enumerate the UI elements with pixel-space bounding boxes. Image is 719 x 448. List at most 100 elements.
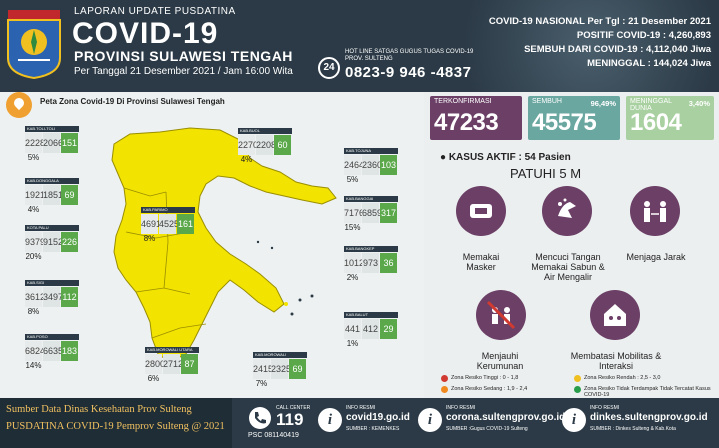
region-percentage: 15%: [344, 223, 361, 232]
region-percentage: 5%: [27, 153, 40, 162]
recovered-pct: 96,49%: [590, 99, 616, 108]
region-box: KAB.BUOL 2270 2208 60 4%: [238, 128, 292, 164]
region-box: KAB.BANGGAI 7176 6859 317 15%: [344, 196, 398, 232]
region-percentage: 14%: [25, 361, 42, 370]
header: [0, 0, 719, 92]
region-percentage: 8%: [143, 234, 156, 243]
region-box: KAB.MOROWALI 2415 2325 69 7%: [253, 352, 307, 388]
region-confirmed: 3612: [25, 287, 45, 307]
region-values: 4691 4525 161: [141, 214, 195, 234]
region-recovered: 4525: [159, 214, 179, 234]
active-cases: ● KASUS AKTIF : 54 Pasien: [440, 152, 571, 163]
region-confirmed: 441: [344, 319, 361, 339]
legend-none: Zona Resiko Tidak Terdampak Tidak Tercat…: [584, 386, 711, 398]
confirmed-label: TERKONFIRMASI: [434, 98, 492, 105]
death-value: 1604: [630, 109, 682, 136]
info3-url[interactable]: dinkes.sultengprov.go.id: [590, 412, 708, 423]
region-values: 2270 2208 60: [238, 135, 292, 155]
info3-source: SUMBER : Dinkes Sulteng & Kab.Kota: [590, 426, 676, 432]
info-icon: i: [562, 408, 586, 432]
info2-url[interactable]: corona.sultengprov.go.id: [446, 412, 566, 423]
active-cases-text: KASUS AKTIF : 54 Pasien: [448, 152, 571, 163]
info1-label: INFO RESMI: [346, 405, 376, 411]
region-confirmed: 2800: [145, 354, 165, 374]
region-confirmed: 9379: [25, 232, 45, 252]
sulawesi-tengah-map: [111, 127, 337, 363]
region-recovered: 412: [362, 319, 379, 339]
province-logo: [7, 10, 61, 80]
legend-high-dot: [441, 375, 448, 382]
region-deaths: 317: [380, 203, 397, 223]
national-deaths: MENINGGAL : 144,024 Jiwa: [587, 58, 711, 69]
region-confirmed: 1012: [344, 253, 364, 273]
map-province-shape: [111, 127, 337, 363]
legend-medium-dot: [441, 386, 448, 393]
region-recovered: 2066: [43, 133, 63, 153]
region-values: 7176 6859 317: [344, 203, 398, 223]
stats-panel: [424, 92, 719, 398]
info3-label: INFO RESMI: [590, 405, 620, 411]
region-box: KAB.SIGI 3612 3497 112 8%: [25, 280, 79, 316]
region-percentage: 7%: [255, 379, 268, 388]
protocol-distance-label: Menjaga Jarak: [626, 252, 686, 262]
region-percentage: 6%: [147, 374, 160, 383]
region-percentage: 1%: [346, 339, 359, 348]
report-label: LAPORAN UPDATE PUSDATINA: [74, 6, 236, 17]
handwash-icon: [542, 186, 592, 236]
recovered-value: 45575: [532, 109, 597, 136]
region-name: KAB.BANGKEP: [344, 246, 398, 252]
region-box: KOTA PALU 9379 9152 226 20%: [25, 225, 79, 261]
region-percentage: 8%: [27, 307, 40, 316]
region-name: KAB.POSO: [25, 334, 79, 340]
callcenter-number[interactable]: 119: [276, 410, 304, 429]
region-recovered: 973: [362, 253, 379, 273]
info-icon: i: [418, 408, 442, 432]
protocol-crowd-label: Menjauhi Kerumunan: [476, 351, 524, 371]
recovered-label: SEMBUH: [532, 98, 562, 105]
region-name: KAB.MOROWALI: [253, 352, 307, 358]
legend-low-dot: [574, 375, 581, 382]
legend-low: Zona Resiko Rendah : 2,5 - 3,0: [584, 375, 661, 381]
page-title: COVID-19: [72, 17, 219, 50]
region-confirmed: 6824: [25, 341, 45, 361]
region-deaths: 36: [380, 253, 397, 273]
region-values: 3612 3497 112: [25, 287, 79, 307]
region-confirmed: 1921: [25, 185, 45, 205]
protocol-mobility-label: Membatasi Mobilitas & Interaksi: [570, 351, 662, 371]
region-recovered: 9152: [43, 232, 63, 252]
info2-source: SUMBER :Gugus COVID-19 Sulteng: [446, 426, 528, 432]
region-confirmed: 2415: [253, 359, 273, 379]
legend-medium: Zona Resiko Sedang : 1,9 - 2,4: [451, 386, 528, 392]
region-deaths: 226: [61, 232, 78, 252]
region-deaths: 183: [61, 341, 78, 361]
region-recovered: 2712: [163, 354, 183, 374]
region-deaths: 151: [61, 133, 78, 153]
phone-icon: [249, 407, 271, 429]
mask-icon: [456, 186, 506, 236]
info1-source: SUMBER : KEMENKES: [346, 426, 400, 432]
map-pin-icon: [6, 92, 32, 118]
info-icon: i: [318, 408, 342, 432]
hotline-label: HOT LINE SATGAS GUGUS TUGAS COVID-19 PRO…: [345, 49, 474, 62]
region-name: KAB.TOLI-TOLI: [25, 126, 79, 132]
death-pct: 3,40%: [688, 99, 710, 108]
region-confirmed: 2464: [344, 155, 364, 175]
region-confirmed: 2228: [25, 133, 45, 153]
region-name: KOTA PALU: [25, 225, 79, 231]
region-percentage: 20%: [25, 252, 42, 261]
protocol-mask-label: Memakai Masker: [462, 252, 500, 272]
hotline-number[interactable]: 0823-9 946 -4837: [345, 64, 472, 81]
region-values: 2415 2325 69: [253, 359, 307, 379]
region-percentage: 4%: [27, 205, 40, 214]
region-name: KAB.BALUT: [344, 312, 398, 318]
hotline-24-icon: 24: [318, 57, 340, 79]
region-deaths: 69: [61, 185, 78, 205]
region-deaths: 69: [289, 359, 306, 379]
home-icon: [590, 290, 640, 340]
region-values: 2800 2712 87: [145, 354, 199, 374]
crowd-icon: [476, 290, 526, 340]
map-title: Peta Zona Covid-19 Di Provinsi Sulawesi …: [40, 97, 225, 106]
psc-number[interactable]: PSC 081140419: [248, 432, 299, 439]
info1-url[interactable]: covid19.go.id: [346, 412, 410, 423]
region-box: KAB.DONGGALA 1921 1851 69 4%: [25, 178, 79, 214]
